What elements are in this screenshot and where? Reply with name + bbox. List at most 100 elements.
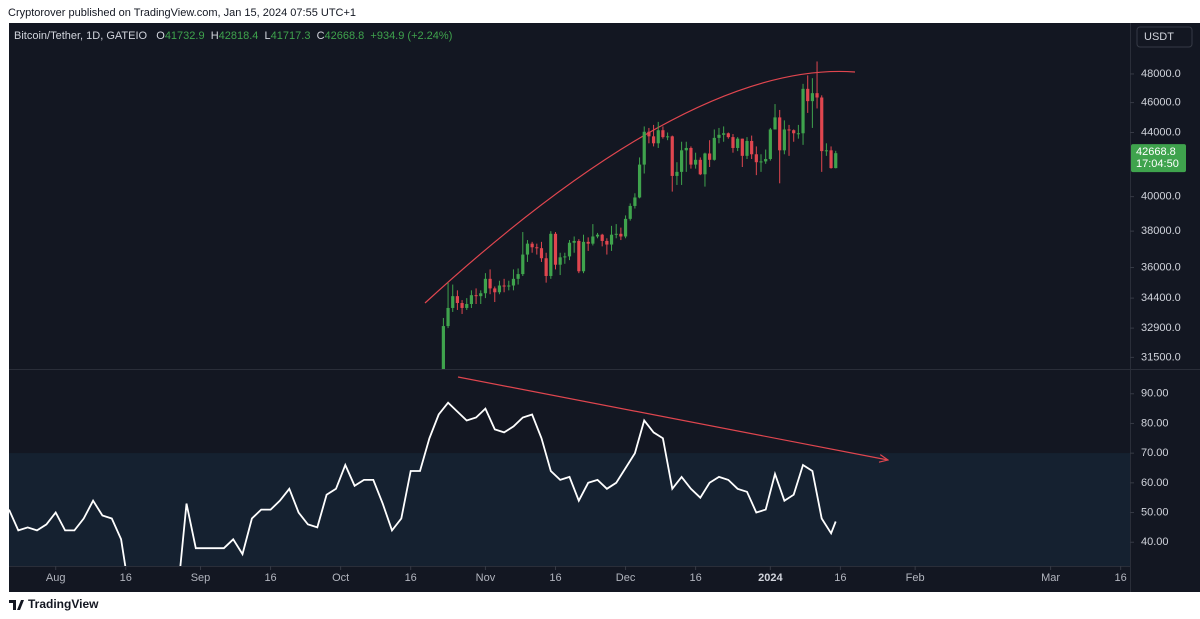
x-tick-label: Nov (476, 572, 496, 584)
candle-body (483, 278, 488, 294)
candle-body (834, 153, 838, 169)
candle-body (726, 133, 730, 138)
candle-body (446, 307, 450, 327)
x-tick-label: 16 (834, 572, 846, 584)
candle-body (563, 256, 567, 258)
candle-body (708, 153, 712, 160)
candle-body (609, 234, 614, 245)
candle-body (628, 205, 632, 219)
candle-body (694, 159, 698, 165)
candle-body (736, 138, 740, 148)
ohlc-label: C (316, 30, 325, 42)
ohlc-value: 41717.3 (270, 30, 311, 42)
currency-box[interactable] (1136, 26, 1193, 48)
y-tick-label: 46000.0 (1141, 97, 1181, 109)
candle-body (796, 133, 800, 135)
candle-body (764, 159, 768, 162)
candle-body (451, 296, 455, 308)
countdown: 17:04:50 (1136, 158, 1179, 170)
candle-body (773, 117, 777, 130)
candle-body (759, 161, 763, 163)
y-tick-label: 32900.0 (1141, 322, 1181, 334)
candle-body (806, 88, 810, 102)
candle-body (605, 240, 609, 245)
candle-body (572, 240, 576, 243)
y-tick-label: 50.00 (1141, 506, 1169, 518)
x-tick-label: Aug (46, 572, 66, 584)
candle-body (754, 154, 758, 163)
candle-body (722, 133, 726, 135)
x-tick-label: 16 (549, 572, 561, 584)
candle-body (544, 258, 548, 276)
top-bar (0, 0, 1200, 23)
candle-body (516, 274, 520, 279)
candle-body (642, 131, 646, 165)
x-tick-label: Mar (1041, 572, 1060, 584)
candle-body (665, 136, 670, 138)
y-tick-label: 40.00 (1141, 536, 1169, 548)
x-tick-label: Feb (906, 572, 925, 584)
ohlc-value: 42668.8 (324, 30, 365, 42)
y-tick-label: 90.00 (1141, 388, 1169, 400)
symbol: Bitcoin/Tether, 1D, GATEIO (14, 30, 148, 42)
candle-body (553, 233, 558, 265)
candle-body (778, 117, 782, 151)
y-tick-label: 31500.0 (1141, 351, 1181, 363)
x-tick-label: 16 (689, 572, 701, 584)
candle-body (810, 93, 814, 102)
candle-body (469, 295, 474, 305)
candle-body (521, 254, 525, 275)
candle-body (703, 153, 707, 175)
x-tick-label: 16 (405, 572, 417, 584)
candle-body (801, 88, 805, 134)
x-tick-label: 2024 (758, 572, 783, 584)
y-tick-label: 34400.0 (1141, 292, 1181, 304)
candle-body (460, 303, 464, 308)
candle-body (595, 234, 600, 237)
candles (441, 61, 838, 369)
x-tick-label: 16 (1115, 572, 1127, 584)
candle-body (441, 326, 445, 369)
candle-body (680, 150, 684, 172)
candle-body (479, 293, 483, 297)
candle-body (455, 296, 459, 304)
candle-body (745, 140, 749, 156)
candle-body (637, 164, 642, 198)
candle-body (502, 285, 506, 287)
candle-body (820, 97, 824, 152)
candle-body (670, 136, 674, 176)
currency: USDT (1144, 31, 1174, 43)
candle-body (824, 150, 828, 152)
candle-body (656, 130, 660, 144)
candle-body (661, 130, 665, 138)
candle-body (535, 247, 539, 249)
candle-body (465, 304, 469, 308)
candle-body (684, 147, 688, 151)
x-tick-label: Dec (616, 572, 636, 584)
y-tick-label: 36000.0 (1141, 261, 1181, 273)
ohlc-label: O (156, 30, 165, 42)
ohlc-value: 42818.4 (218, 30, 259, 42)
candle-body (525, 243, 530, 255)
byline: Cryptorover published on TradingView.com… (8, 7, 356, 19)
candle-body (750, 140, 754, 155)
y-tick-label: 48000.0 (1141, 68, 1181, 80)
rsi-band (9, 453, 1130, 566)
rsi-line (9, 401, 837, 566)
x-tick-label: Oct (332, 572, 349, 584)
y-tick-label: 80.00 (1141, 417, 1169, 429)
last-price: 42668.8 (1136, 146, 1176, 158)
legend-header: Bitcoin/Tether, 1D, GATEIO O41732.9 H428… (14, 30, 452, 42)
candle-body (815, 93, 819, 98)
y-tick-label: 60.00 (1141, 477, 1169, 489)
candle-body (782, 129, 786, 151)
candle-body (717, 134, 721, 138)
candle-body (787, 129, 791, 131)
candle-body (689, 147, 693, 165)
candle-body (829, 150, 833, 169)
candle-body (549, 233, 553, 276)
candle-body (488, 278, 492, 289)
x-tick-label: Sep (191, 572, 211, 584)
